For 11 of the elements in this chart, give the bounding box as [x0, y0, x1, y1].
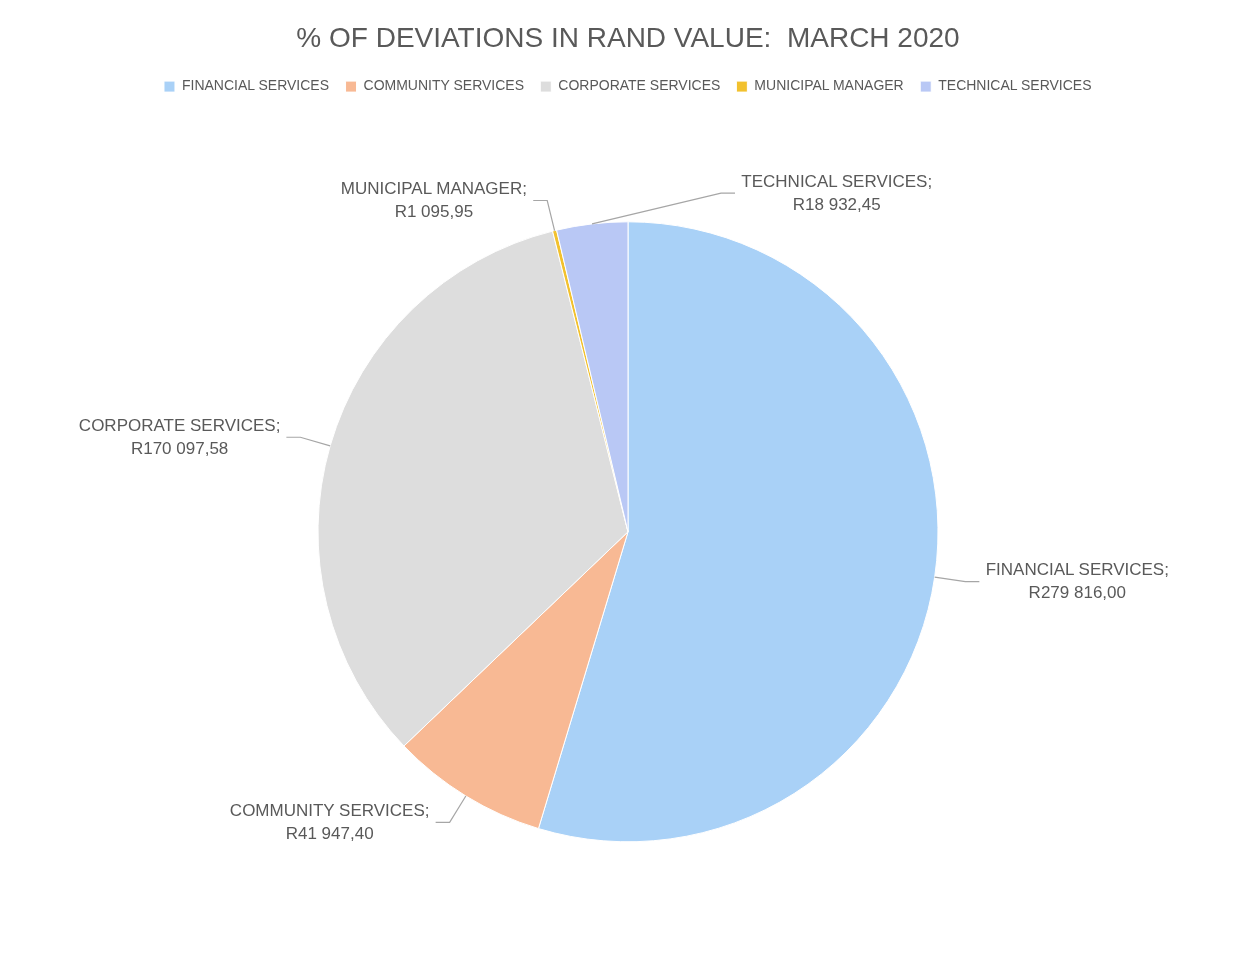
legend-label: FINANCIAL SERVICES — [181, 77, 330, 94]
data-label: COMMUNITY SERVICES; R41 947,40 — [229, 801, 430, 844]
legend-label: CORPORATE SERVICES — [558, 77, 721, 94]
data-label: FINANCIAL SERVICES; R279 816,00 — [985, 560, 1169, 603]
legend-label: COMMUNITY SERVICES — [363, 77, 525, 94]
data-label: MUNICIPAL MANAGER; R1 095,95 — [340, 179, 527, 222]
data-label: CORPORATE SERVICES; R170 097,58 — [78, 415, 281, 458]
chart-title: % OF DEVIATIONS IN RAND VALUE: MARCH 2020 — [296, 21, 960, 53]
legend-label: TECHNICAL SERVICES — [938, 77, 1092, 94]
data-label: TECHNICAL SERVICES; R18 932,45 — [741, 171, 933, 214]
legend-label: MUNICIPAL MANAGER — [754, 77, 904, 94]
